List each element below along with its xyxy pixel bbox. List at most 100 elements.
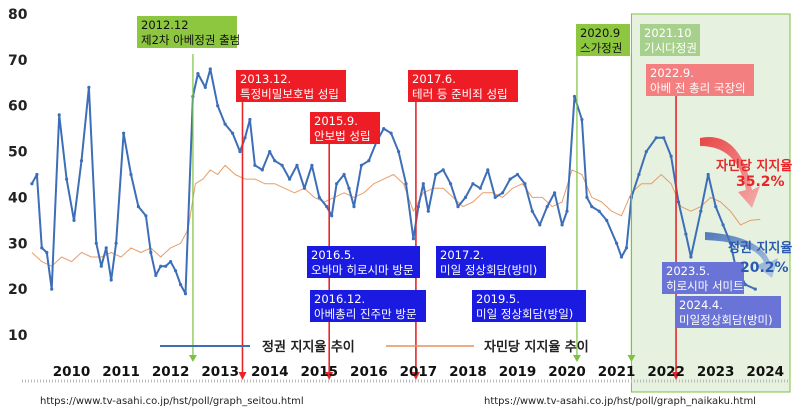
event-label-box — [236, 70, 346, 102]
annotation-text: 2023.5. 히로시마 서미트 — [666, 264, 744, 293]
ldp-final-value: 35.2% — [736, 174, 785, 190]
data-point — [545, 205, 549, 209]
year-label: 2017 — [400, 364, 438, 380]
event-label-text: 2017.6. 테러 등 준비죄 성립 — [412, 72, 508, 101]
data-point — [179, 283, 183, 287]
data-point — [280, 163, 284, 167]
data-point — [99, 264, 103, 268]
y-tick-label: 60 — [8, 99, 28, 115]
year-label: 2022 — [647, 364, 685, 380]
data-point — [654, 136, 658, 140]
event-label-box — [640, 24, 700, 56]
data-point — [416, 205, 420, 209]
data-point — [238, 150, 242, 154]
data-point — [676, 200, 681, 204]
data-point — [753, 287, 757, 291]
data-point — [94, 241, 98, 245]
data-point — [478, 186, 482, 190]
source-url-cabinet[interactable]: https://www.tv-asahi.co.jp/hst/poll/grap… — [484, 396, 756, 407]
data-point — [347, 186, 351, 190]
data-point — [129, 172, 133, 177]
data-point — [72, 218, 76, 222]
data-point — [183, 292, 188, 296]
data-point — [493, 195, 497, 199]
data-point — [295, 163, 299, 167]
data-point — [144, 214, 148, 218]
year-label: 2012 — [152, 364, 190, 380]
data-point — [605, 218, 609, 222]
data-point — [30, 182, 34, 186]
ldp-trend-arrow — [700, 137, 760, 208]
series-line-ldp-approval — [31, 164, 761, 267]
year-label: 2021 — [598, 364, 636, 380]
data-point — [169, 260, 173, 264]
data-point — [154, 273, 158, 277]
event-marker-arrowhead — [627, 355, 636, 362]
data-point — [382, 127, 386, 131]
event-marker-arrowhead — [238, 372, 247, 380]
data-point — [203, 85, 207, 89]
cabinet-final-value: 20.2% — [740, 260, 789, 276]
data-point — [644, 150, 648, 154]
data-point — [441, 168, 445, 172]
cabinet-trend-arrow — [705, 232, 778, 278]
year-label: 2019 — [499, 364, 537, 380]
data-point — [456, 205, 460, 209]
event-label-box — [310, 112, 380, 144]
source-url-party[interactable]: https://www.tv-asahi.co.jp/hst/poll/grap… — [40, 396, 304, 407]
annotation-box — [310, 290, 426, 322]
data-point — [310, 163, 314, 167]
data-point — [397, 150, 401, 154]
data-point — [87, 85, 91, 89]
year-label: 2014 — [251, 364, 289, 380]
event-label-text: 2012.12 제2차 아베정권 출범 — [141, 18, 240, 47]
data-point — [288, 177, 292, 181]
data-point — [565, 209, 569, 213]
year-label: 2015 — [301, 364, 339, 380]
event-label-text: 2020.9 스가정권 — [580, 26, 622, 55]
data-point — [530, 209, 534, 213]
data-point — [330, 214, 334, 218]
data-point — [585, 195, 589, 199]
event-label-text: 2022.9. 아베 전 총리 국장의 — [650, 66, 746, 95]
legend-label-ldp: 자민당 지지율 추이 — [484, 339, 589, 355]
annotation-text: 2016.12. 아베총리 진주만 방문 — [314, 292, 417, 321]
data-point — [253, 163, 257, 167]
data-point — [560, 223, 564, 227]
event-label-text: 2021.10 기시다정권 — [644, 26, 697, 55]
data-point — [174, 269, 178, 273]
data-point — [404, 182, 408, 186]
cabinet-final-label: 정권 지지율 — [728, 240, 792, 256]
event-label-text: 2013.12. 특정비밀보호법 성립 — [240, 72, 339, 101]
data-point — [721, 223, 725, 227]
data-point — [159, 264, 163, 268]
data-point — [216, 104, 220, 108]
annotation-box — [436, 246, 546, 278]
year-label: 2024 — [746, 364, 784, 380]
data-point — [515, 172, 520, 177]
data-point — [699, 209, 703, 213]
y-tick-label: 10 — [8, 328, 28, 344]
event-label-box — [576, 24, 630, 56]
data-point — [114, 241, 118, 245]
y-tick-label: 40 — [8, 190, 28, 206]
data-point — [335, 182, 339, 186]
annotation-text: 2019.5. 미일 정상회담(방일) — [476, 292, 573, 321]
data-point — [164, 264, 168, 268]
data-point — [471, 182, 475, 186]
event-label-text: 2015.9. 안보법 성립 — [314, 114, 371, 143]
data-point — [248, 117, 252, 122]
data-point — [590, 205, 594, 209]
y-tick-label: 80 — [8, 7, 28, 23]
annotation-box — [675, 296, 781, 328]
data-point — [268, 150, 272, 154]
annotation-box — [472, 290, 586, 322]
data-point — [426, 209, 430, 213]
data-point — [624, 246, 629, 250]
event-marker-arrowhead — [411, 372, 420, 380]
data-point — [669, 154, 673, 158]
data-point — [45, 250, 49, 255]
event-marker-arrowhead — [572, 355, 581, 362]
year-label: 2020 — [548, 364, 586, 380]
data-point — [743, 283, 748, 287]
